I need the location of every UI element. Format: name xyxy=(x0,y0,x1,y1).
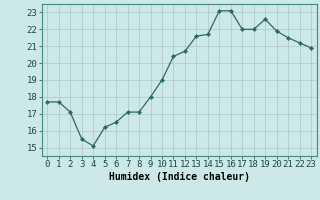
X-axis label: Humidex (Indice chaleur): Humidex (Indice chaleur) xyxy=(109,172,250,182)
